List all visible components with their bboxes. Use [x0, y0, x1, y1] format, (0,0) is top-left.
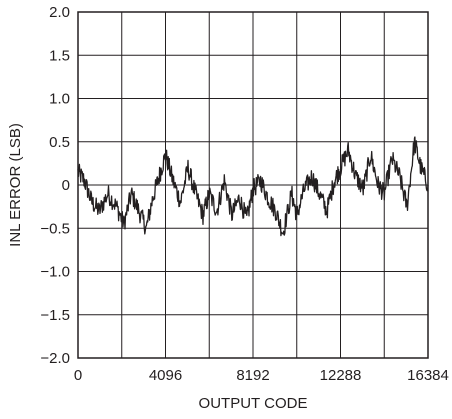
y-tick-label: 1.5	[49, 47, 70, 64]
y-tick-label: −1.0	[40, 264, 70, 281]
y-tick-label: 2.0	[49, 4, 70, 21]
series-group	[77, 136, 429, 237]
y-tick-label: 0	[62, 177, 70, 194]
x-tick-label: 16384	[407, 367, 449, 384]
x-axis-title: OUTPUT CODE	[199, 395, 308, 412]
y-tick-label: 0.5	[49, 134, 70, 151]
x-tick-label: 12288	[320, 367, 362, 384]
x-tick-labels: 0 4096 8192 12288 16384	[74, 367, 449, 384]
x-tick-label: 0	[74, 367, 82, 384]
x-tick-label: 4096	[149, 367, 182, 384]
x-tick-label: 8192	[236, 367, 269, 384]
y-tick-label: −1.5	[40, 307, 70, 324]
grid	[77, 11, 429, 359]
y-tick-label: −0.5	[40, 220, 70, 237]
y-tick-label: −2.0	[40, 350, 70, 367]
y-tick-label: 1.0	[49, 91, 70, 108]
y-axis-title: INL ERROR (LSB)	[7, 123, 24, 247]
inl-series-line	[77, 136, 429, 237]
y-tick-labels: 2.0 1.5 1.0 0.5 0 −0.5 −1.0 −1.5 −2.0	[40, 4, 70, 367]
